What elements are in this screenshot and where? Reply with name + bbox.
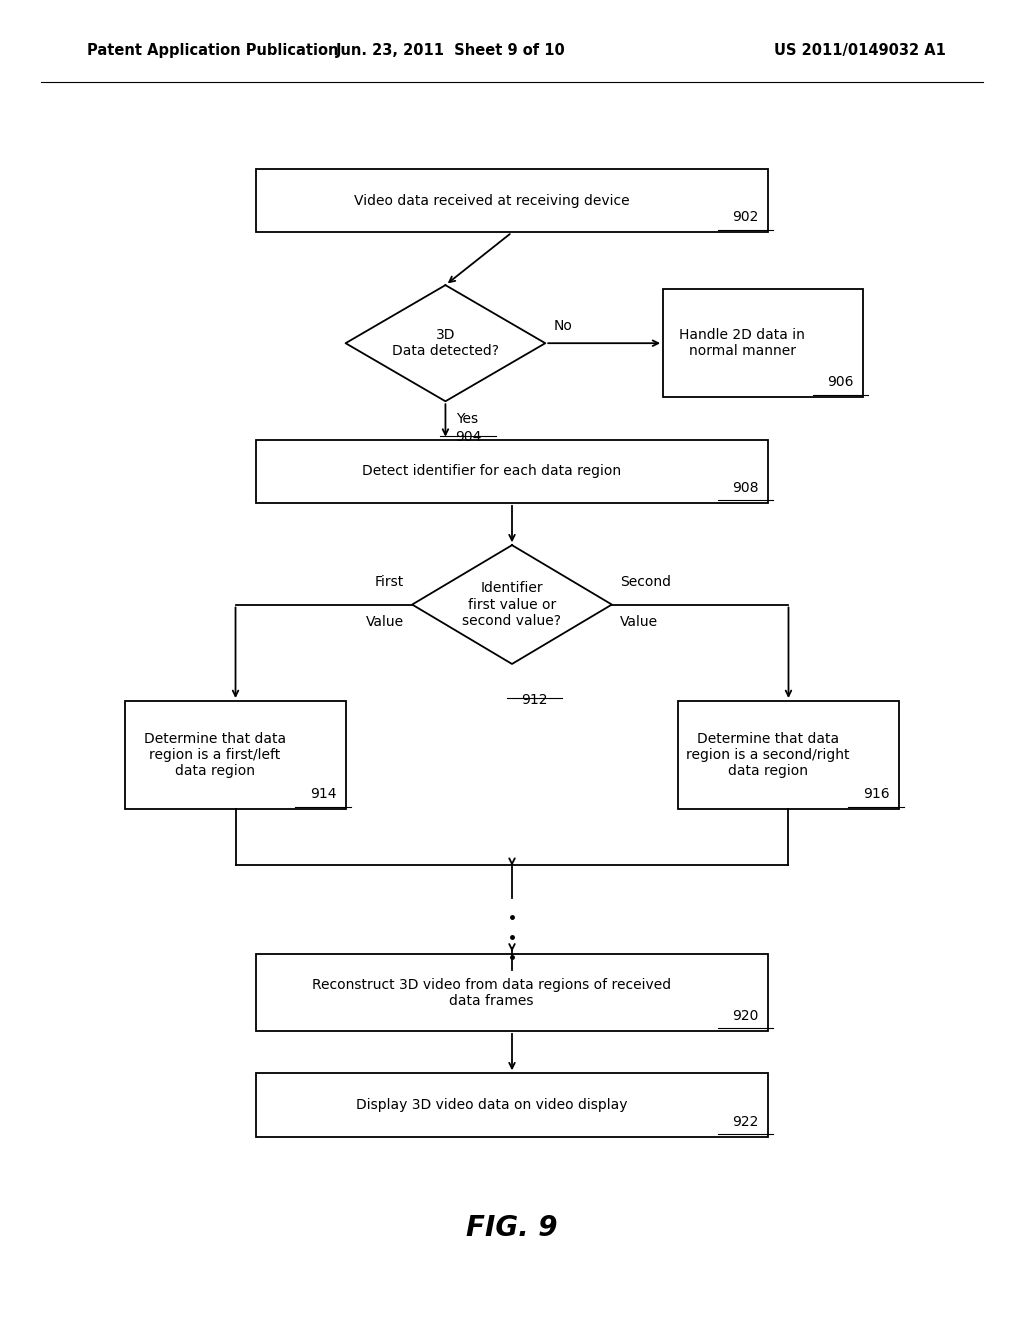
FancyBboxPatch shape <box>256 954 768 1031</box>
Text: 902: 902 <box>732 210 759 224</box>
Text: 916: 916 <box>862 787 890 801</box>
Text: First: First <box>375 574 403 589</box>
FancyBboxPatch shape <box>256 1073 768 1137</box>
Text: US 2011/0149032 A1: US 2011/0149032 A1 <box>774 42 946 58</box>
FancyBboxPatch shape <box>678 701 899 809</box>
FancyBboxPatch shape <box>256 440 768 503</box>
Text: Detect identifier for each data region: Detect identifier for each data region <box>361 465 622 478</box>
Text: Value: Value <box>621 615 658 630</box>
Text: 914: 914 <box>310 787 336 801</box>
FancyBboxPatch shape <box>126 701 346 809</box>
Text: Determine that data
region is a first/left
data region: Determine that data region is a first/le… <box>144 731 286 779</box>
Text: Second: Second <box>621 574 671 589</box>
Text: Value: Value <box>366 615 403 630</box>
Text: 904: 904 <box>455 430 481 445</box>
Text: 920: 920 <box>732 1008 759 1023</box>
Text: Jun. 23, 2011  Sheet 9 of 10: Jun. 23, 2011 Sheet 9 of 10 <box>336 42 565 58</box>
FancyBboxPatch shape <box>256 169 768 232</box>
Text: 908: 908 <box>732 480 759 495</box>
Text: Determine that data
region is a second/right
data region: Determine that data region is a second/r… <box>686 731 850 779</box>
Text: Handle 2D data in
normal manner: Handle 2D data in normal manner <box>680 329 805 358</box>
Text: 906: 906 <box>827 375 853 389</box>
Text: Video data received at receiving device: Video data received at receiving device <box>353 194 630 207</box>
Text: 912: 912 <box>521 693 548 708</box>
Text: Reconstruct 3D video from data regions of received
data frames: Reconstruct 3D video from data regions o… <box>312 978 671 1007</box>
FancyBboxPatch shape <box>664 289 862 397</box>
Text: Patent Application Publication: Patent Application Publication <box>87 42 339 58</box>
Polygon shape <box>346 285 545 401</box>
Text: 3D
Data detected?: 3D Data detected? <box>392 329 499 358</box>
Polygon shape <box>412 545 612 664</box>
Text: Yes: Yes <box>456 412 478 426</box>
Text: Identifier
first value or
second value?: Identifier first value or second value? <box>463 581 561 628</box>
Text: FIG. 9: FIG. 9 <box>466 1213 558 1242</box>
Text: Display 3D video data on video display: Display 3D video data on video display <box>355 1098 628 1111</box>
Text: 922: 922 <box>732 1114 759 1129</box>
Text: No: No <box>553 318 572 333</box>
